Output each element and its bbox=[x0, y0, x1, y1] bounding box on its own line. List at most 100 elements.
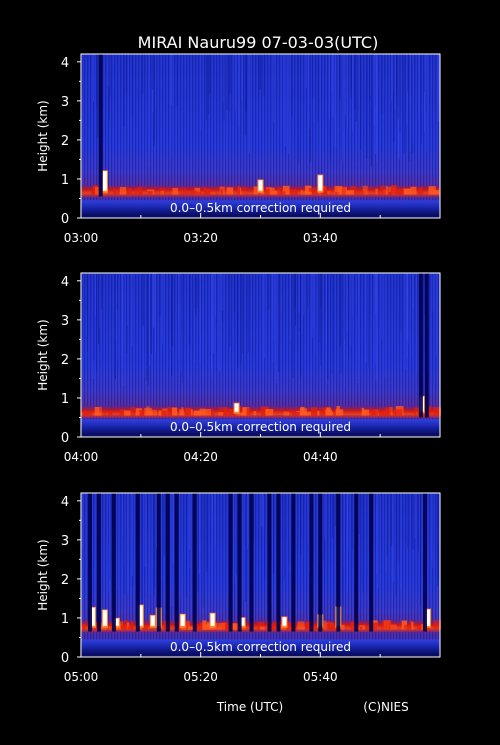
noise-column bbox=[194, 273, 196, 309]
noise-column bbox=[222, 273, 224, 311]
noise-column bbox=[403, 54, 405, 155]
noise-column bbox=[123, 54, 125, 127]
signal-dropout bbox=[228, 493, 233, 632]
noise-column bbox=[180, 273, 182, 372]
noise-column bbox=[365, 273, 367, 363]
cloud-cell bbox=[230, 623, 237, 630]
noise-column bbox=[131, 54, 133, 114]
y-tick-label: 2 bbox=[61, 573, 69, 588]
noise-column bbox=[268, 273, 270, 310]
noise-column bbox=[344, 54, 346, 115]
noise-column bbox=[244, 493, 246, 602]
noise-column bbox=[144, 273, 146, 379]
y-tick-label: 4 bbox=[61, 56, 69, 71]
cloud-cell bbox=[191, 190, 197, 195]
bright-cloud-top bbox=[258, 180, 263, 191]
cloud-cell bbox=[393, 408, 397, 416]
cloud-cell bbox=[304, 191, 311, 195]
cloud-cell bbox=[272, 190, 280, 195]
cloud-cell bbox=[370, 409, 378, 416]
noise-column bbox=[208, 54, 210, 116]
cloud-cell bbox=[198, 191, 202, 195]
noise-column bbox=[335, 54, 337, 148]
signal-dropout bbox=[98, 54, 103, 197]
noise-column bbox=[236, 493, 237, 576]
noise-column bbox=[289, 493, 291, 573]
noise-column bbox=[121, 273, 123, 357]
noise-column bbox=[398, 54, 400, 160]
noise-column bbox=[180, 273, 182, 335]
noise-column bbox=[116, 273, 118, 361]
cloud-cell bbox=[269, 187, 275, 195]
noise-column bbox=[127, 493, 129, 592]
noise-column bbox=[405, 273, 407, 370]
cloud-cell bbox=[186, 626, 194, 630]
noise-column bbox=[121, 493, 123, 537]
noise-column bbox=[320, 273, 322, 308]
noise-column bbox=[423, 54, 425, 132]
noise-column bbox=[421, 54, 423, 145]
cloud-cell bbox=[313, 187, 319, 195]
y-axis-label: Height (km) bbox=[36, 539, 50, 610]
noise-column bbox=[311, 273, 313, 338]
cloud-cell bbox=[242, 407, 250, 416]
noise-column bbox=[152, 54, 154, 90]
noise-column bbox=[225, 54, 227, 162]
cloud-cell bbox=[137, 186, 143, 195]
signal-dropout bbox=[165, 493, 170, 632]
bright-cloud-top bbox=[318, 175, 323, 191]
noise-column bbox=[299, 273, 301, 332]
noise-column bbox=[298, 273, 300, 313]
cloud-cell bbox=[319, 407, 326, 416]
noise-column bbox=[214, 493, 216, 550]
noise-column bbox=[418, 54, 420, 120]
cloud-cell bbox=[291, 411, 300, 416]
noise-column bbox=[342, 54, 343, 162]
cloud-cell bbox=[91, 191, 95, 195]
noise-column bbox=[329, 54, 331, 111]
noise-column bbox=[264, 493, 266, 578]
noise-column bbox=[161, 493, 163, 581]
noise-column bbox=[189, 493, 191, 569]
cloud-cell bbox=[124, 410, 131, 416]
noise-column bbox=[86, 273, 88, 311]
noise-column bbox=[202, 493, 204, 608]
cloud-cell bbox=[160, 190, 165, 195]
noise-column bbox=[149, 273, 151, 366]
noise-column bbox=[259, 54, 261, 90]
noise-column bbox=[202, 273, 204, 379]
cloud-cell bbox=[119, 187, 127, 195]
noise-column bbox=[273, 54, 275, 124]
noise-column bbox=[294, 273, 296, 307]
signal-dropout bbox=[111, 493, 116, 632]
noise-column bbox=[153, 273, 155, 327]
noise-column bbox=[159, 273, 161, 317]
noise-column bbox=[346, 493, 348, 592]
noise-column bbox=[362, 493, 364, 593]
noise-column bbox=[423, 54, 425, 92]
cloud-cell bbox=[410, 620, 413, 630]
y-axis-label: Height (km) bbox=[36, 319, 50, 390]
noise-column bbox=[347, 54, 349, 127]
cloud-cell bbox=[204, 188, 211, 195]
cloud-cell bbox=[300, 189, 303, 195]
noise-column bbox=[332, 493, 334, 539]
signal-dropout bbox=[97, 493, 101, 632]
cloud-cell bbox=[418, 190, 421, 195]
noise-column bbox=[412, 273, 414, 359]
noise-column bbox=[395, 493, 397, 597]
bright-cloud-top bbox=[91, 607, 95, 626]
cloud-cell bbox=[304, 411, 312, 416]
noise-column bbox=[241, 54, 243, 101]
noise-column bbox=[189, 273, 191, 345]
noise-column bbox=[153, 54, 155, 143]
cloud-cell bbox=[158, 410, 163, 416]
noise-column bbox=[300, 493, 302, 555]
noise-column bbox=[109, 493, 111, 582]
signal-dropout bbox=[336, 493, 341, 632]
y-axis-label: Height (km) bbox=[36, 100, 50, 171]
noise-column bbox=[171, 493, 172, 607]
y-tick-label: 1 bbox=[61, 392, 69, 407]
noise-column bbox=[291, 54, 293, 116]
noise-column bbox=[394, 54, 396, 109]
